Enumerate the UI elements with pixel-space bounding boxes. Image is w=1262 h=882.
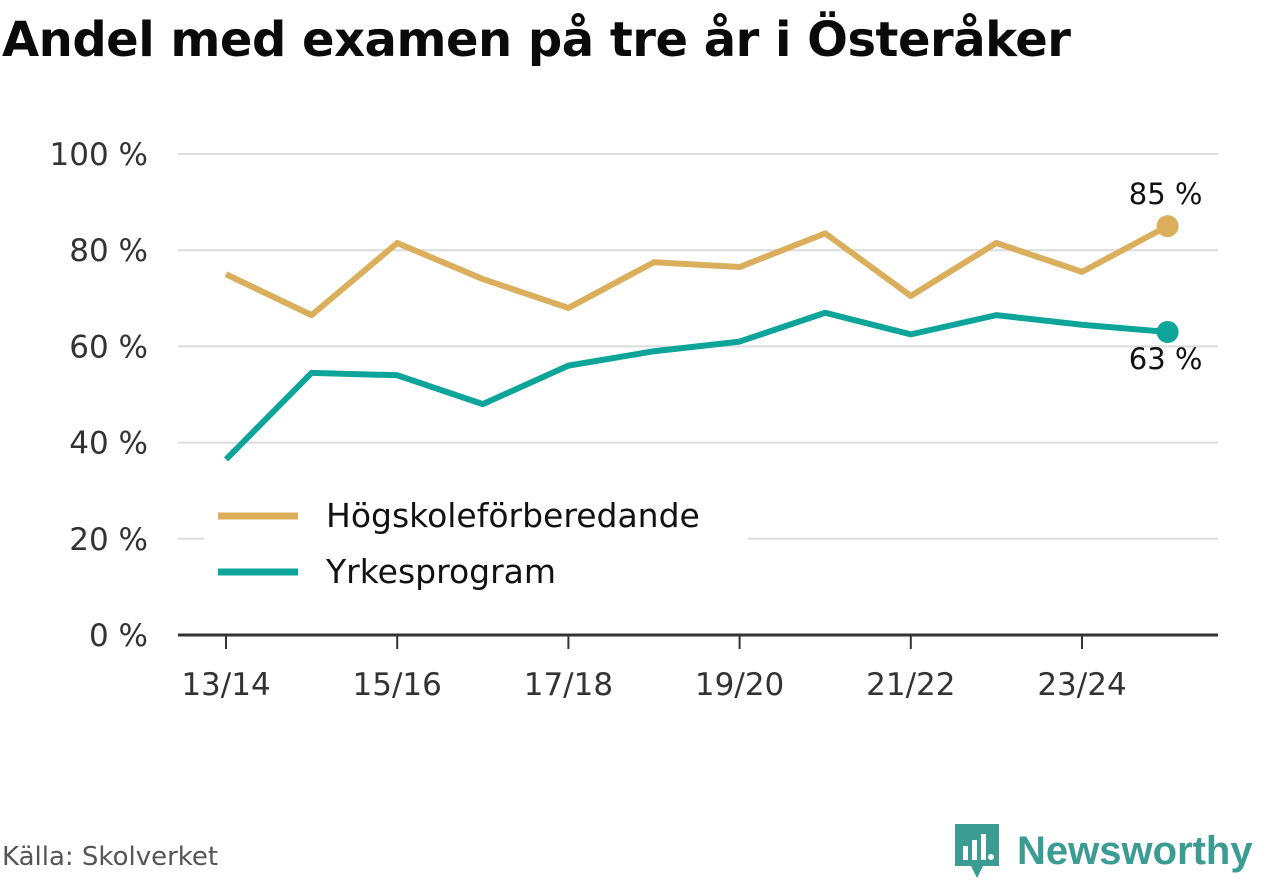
x-axis: 13/14 15/16 17/18 19/20 21/22 23/24 bbox=[178, 633, 1218, 703]
brand-logo[interactable]: Newsworthy bbox=[951, 820, 1253, 882]
y-tick-label: 40 % bbox=[69, 426, 148, 462]
series-end-point bbox=[1156, 215, 1179, 238]
series-end-point bbox=[1156, 320, 1179, 343]
legend-label: Högskoleförberedande bbox=[326, 496, 700, 535]
line-chart: 0 % 20 % 40 % 60 % 80 % 100 % 13/14 15/16 17/18… bbox=[50, 137, 1218, 703]
newsworthy-logo-icon bbox=[955, 824, 999, 878]
y-tick-label: 0 % bbox=[89, 618, 148, 654]
series-line-2 bbox=[223, 309, 1168, 462]
source-note: Källa: Skolverket bbox=[2, 842, 219, 872]
series-line-1 bbox=[224, 223, 1170, 319]
end-value-label: 63 % bbox=[1129, 342, 1203, 376]
brand-name: Newsworthy bbox=[1017, 828, 1253, 873]
x-tick-label: 23/24 bbox=[1037, 667, 1126, 703]
y-tick-label: 60 % bbox=[69, 329, 148, 365]
x-tick-label: 15/16 bbox=[353, 667, 442, 703]
x-tick-label: 13/14 bbox=[181, 667, 270, 703]
x-tick-label: 17/18 bbox=[524, 667, 613, 703]
legend: Högskoleförberedande Yrkesprogram bbox=[204, 493, 748, 591]
x-tick-label: 19/20 bbox=[695, 667, 784, 703]
chart-title: Andel med examen på tre år i Österåker bbox=[2, 12, 1071, 68]
y-axis-tick-labels: 0 % 20 % 40 % 60 % 80 % 100 % bbox=[50, 137, 148, 654]
y-tick-label: 80 % bbox=[69, 233, 148, 269]
series-lines: 85 % 63 % bbox=[223, 177, 1203, 462]
end-value-label: 85 % bbox=[1129, 177, 1203, 211]
x-tick-label: 21/22 bbox=[866, 667, 955, 703]
y-tick-label: 20 % bbox=[69, 522, 148, 558]
legend-label: Yrkesprogram bbox=[325, 552, 556, 591]
y-tick-label: 100 % bbox=[50, 137, 148, 173]
